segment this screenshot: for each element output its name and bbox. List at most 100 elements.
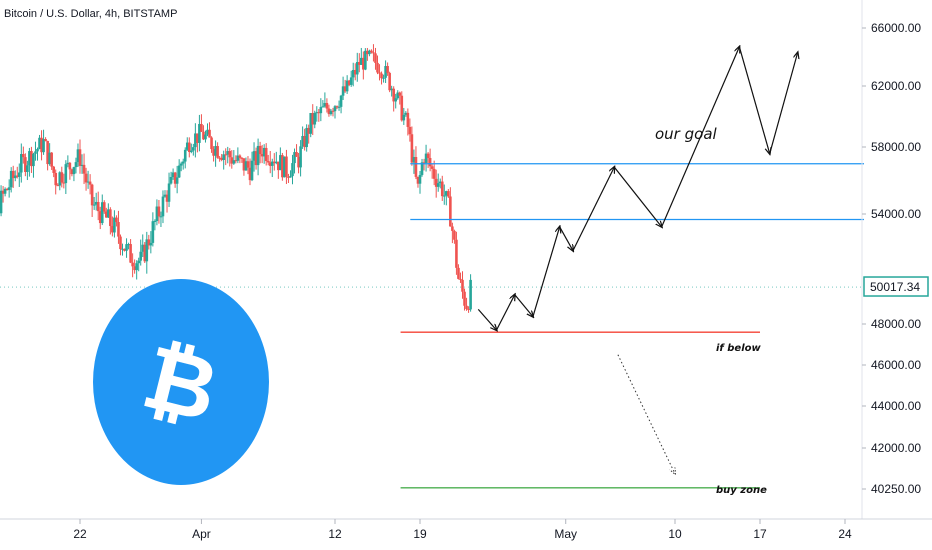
candle-body: [275, 161, 278, 164]
y-tick-label: 66000.00: [871, 21, 921, 35]
candle-body: [370, 50, 373, 53]
candle-body: [149, 242, 153, 246]
projection-arrow: [495, 295, 515, 331]
candle-body: [335, 106, 339, 108]
candle-body: [315, 112, 319, 114]
candle-body: [428, 157, 432, 167]
candle-body: [451, 226, 454, 231]
candle-body: [266, 161, 270, 163]
projection-arrow: [613, 166, 661, 227]
y-tick-label: 44000.00: [871, 399, 921, 413]
candle-body: [157, 206, 161, 217]
projection-arrow: [572, 167, 614, 251]
candle-body: [179, 163, 183, 166]
candle-body: [426, 153, 430, 158]
candle-body: [400, 95, 404, 121]
candle-body: [1, 190, 5, 194]
candle-body: [305, 127, 308, 148]
x-tick-label: 10: [668, 527, 682, 541]
candle-body: [240, 157, 244, 159]
candle-body: [52, 166, 55, 173]
y-tick-label: 42000.00: [871, 441, 921, 455]
candle-body: [331, 110, 335, 112]
candle-body: [141, 244, 145, 252]
candle-body: [345, 80, 349, 92]
candle-body: [26, 165, 29, 172]
candle-body: [15, 175, 19, 177]
candle-body: [372, 52, 375, 54]
candle-body: [204, 134, 207, 140]
candle-body: [54, 172, 58, 186]
candle-body: [364, 50, 367, 70]
candle-body: [163, 194, 167, 197]
candle-body: [270, 161, 274, 166]
candle-body: [453, 230, 456, 240]
candle-body: [74, 162, 78, 168]
candle-body: [366, 50, 369, 55]
time-axis[interactable]: 22 Apr 12 19 May 10 17 24: [73, 519, 852, 541]
candle-body: [226, 151, 230, 155]
goal-label: our goal: [655, 125, 718, 143]
candle-body: [309, 112, 313, 134]
candle-body: [422, 162, 426, 164]
candle-body: [98, 211, 102, 224]
candle-body: [319, 107, 323, 114]
candle-body: [137, 260, 140, 264]
candle-body: [22, 154, 25, 158]
candle-body: [301, 135, 304, 147]
candle-body: [20, 154, 23, 173]
candle-body: [208, 129, 211, 138]
candle-body: [313, 112, 317, 125]
logo-circle: [93, 279, 269, 485]
candle-body: [9, 170, 13, 188]
candle-body: [438, 181, 442, 184]
candle-body: [455, 239, 458, 268]
candle-body: [117, 222, 120, 237]
candle-body: [311, 112, 315, 125]
candle-body: [236, 155, 240, 161]
candle-body: [161, 196, 165, 217]
candle-body: [469, 279, 472, 310]
candle-body: [323, 102, 327, 107]
candle-body: [434, 178, 438, 187]
candle-body: [447, 191, 450, 197]
candle-body: [36, 148, 39, 152]
candle-body: [84, 173, 88, 183]
candle-body: [321, 106, 325, 108]
candle-body: [224, 154, 228, 156]
candle-body: [430, 166, 434, 169]
candle-body: [293, 152, 296, 164]
projection-layer: [477, 47, 797, 474]
candle-body: [5, 188, 9, 191]
candle-body: [467, 308, 470, 310]
candle-body: [238, 155, 242, 158]
candle-body: [376, 62, 379, 73]
candle-body: [200, 123, 203, 132]
candle-body: [461, 279, 464, 292]
price-axis[interactable]: 66000.00 62000.00 58000.00 54000.00 48000.00…: [862, 21, 921, 496]
levels-layer: [0, 163, 864, 489]
candle-body: [113, 217, 116, 233]
candle-body: [445, 191, 448, 196]
candle-body: [214, 146, 217, 156]
candle-body: [17, 172, 21, 177]
x-tick-label: 17: [753, 527, 767, 541]
y-tick-label: 46000.00: [871, 358, 921, 372]
candle-body: [123, 248, 126, 251]
candle-body: [56, 185, 60, 187]
candle-body: [343, 86, 347, 92]
candle-body: [420, 162, 424, 175]
candle-body: [390, 88, 393, 91]
x-tick-label: May: [554, 527, 577, 541]
candle-body: [202, 131, 205, 140]
candle-body: [212, 149, 215, 156]
candle-body: [378, 72, 381, 74]
candle-body: [232, 160, 236, 164]
candle-body: [127, 244, 130, 246]
candle-body: [145, 239, 149, 262]
candle-body: [398, 92, 402, 96]
candle-body: [256, 145, 260, 166]
candle-body: [333, 106, 337, 112]
candle-body: [147, 239, 151, 246]
